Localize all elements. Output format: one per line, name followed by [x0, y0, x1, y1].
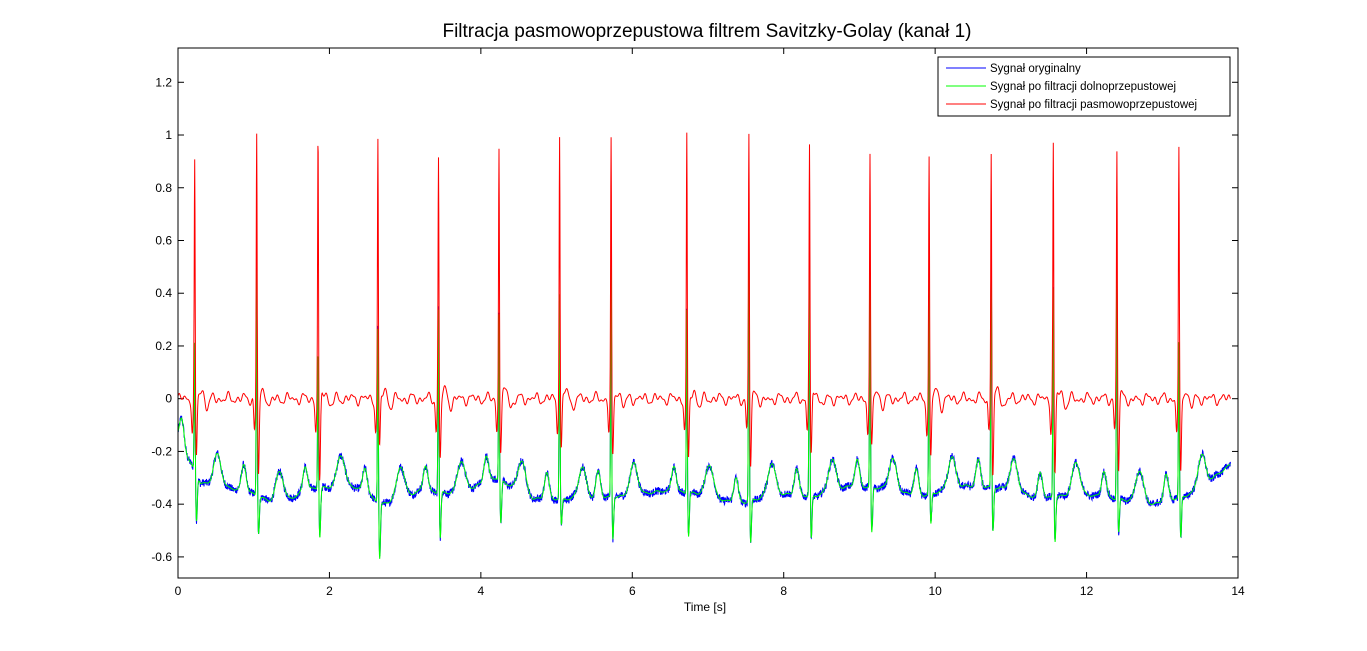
- plot-area: [178, 48, 1238, 578]
- legend-label-bandpass: Sygnał po filtracji pasmowoprzepustowej: [990, 99, 1197, 111]
- x-tick-label: 8: [780, 584, 787, 598]
- x-tick-label: 4: [478, 584, 485, 598]
- x-tick-label: 10: [928, 584, 942, 598]
- y-tick-label: 0.4: [155, 286, 172, 300]
- y-tick-label: 0.6: [155, 233, 172, 247]
- x-tick-label: 0: [175, 584, 182, 598]
- y-tick-label: 0: [165, 392, 172, 406]
- legend: Sygnał oryginalny Sygnał po filtracji do…: [937, 56, 1231, 117]
- y-tick-label: 0.8: [155, 181, 172, 195]
- y-tick-label: -0.4: [151, 497, 172, 511]
- legend-label-lowpass: Sygnał po filtracji dolnoprzepustowej: [990, 81, 1176, 93]
- chart-title: Filtracja pasmowoprzepustowa filtrem Sav…: [442, 21, 971, 42]
- legend-label-original: Sygnał oryginalny: [990, 63, 1081, 75]
- y-tick-label: 1: [165, 128, 172, 142]
- plot-frame: [177, 47, 1239, 579]
- x-axis: 0 2 4 6 8 10 12 14: [175, 48, 1245, 598]
- x-tick-label: 6: [629, 584, 636, 598]
- y-axis: -0.6 -0.4 -0.2 0 0.2 0.4 0.6 0.8 1 1.2: [151, 75, 1238, 564]
- y-tick-label: 0.2: [155, 339, 172, 353]
- series-layer: [177, 132, 1231, 559]
- y-tick-label: 1.2: [155, 75, 172, 89]
- series-line-lowpass: [177, 211, 1231, 559]
- legend-box: [937, 56, 1231, 117]
- x-tick-label: 12: [1080, 584, 1094, 598]
- x-tick-label: 14: [1231, 584, 1245, 598]
- series-line-bandpass: [177, 132, 1231, 481]
- x-axis-label: Time [s]: [684, 600, 726, 614]
- y-tick-label: -0.6: [151, 550, 172, 564]
- x-tick-label: 2: [326, 584, 333, 598]
- y-tick-label: -0.2: [151, 444, 172, 458]
